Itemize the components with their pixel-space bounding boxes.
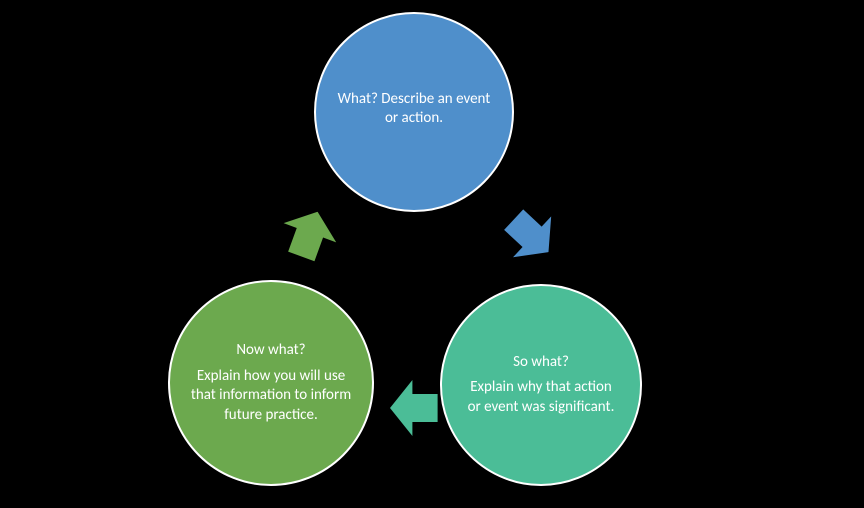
cycle-node-so-what: So what? Explain why that action or even… [440,284,642,486]
cycle-node-now-what: Now what? Explain how you will use that … [168,280,374,486]
cycle-node-what: What? Describe an event or action. [314,12,514,212]
arrow-what-to-so-what [488,193,567,272]
node-now-what-title: Now what? [236,341,305,361]
node-so-what-title: So what? [513,353,569,373]
arrow-now-what-to-what [272,202,344,274]
node-what-title: What? Describe an event or action. [336,90,492,129]
arrow-so-what-to-now-what [390,380,446,436]
node-now-what-body: Explain how you will use that informatio… [190,367,352,426]
node-so-what-body: Explain why that action or event was sig… [462,378,620,417]
